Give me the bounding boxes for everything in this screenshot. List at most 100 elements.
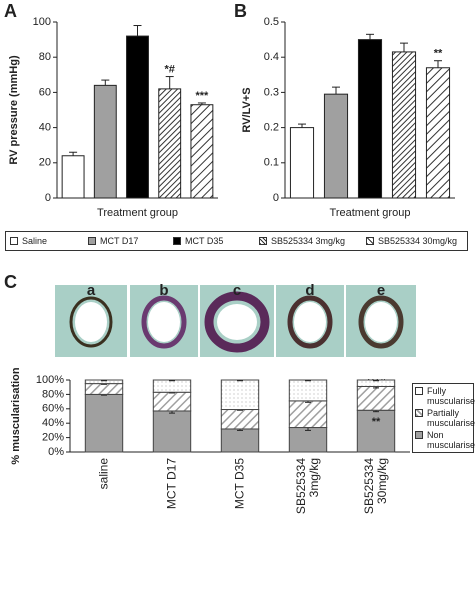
bar — [61, 155, 85, 199]
image-label: c — [233, 282, 241, 299]
y-tick-label: 80% — [42, 388, 64, 400]
legend-swatch — [173, 237, 181, 245]
y-axis-title: RV pressure (mmHg) — [8, 55, 20, 165]
legend-label: MCT D35 — [185, 236, 224, 246]
x-tick-label: MCT D35 — [232, 458, 247, 510]
legend-item: SB525334 30mg/kg — [366, 236, 457, 246]
y-tick-label: 0% — [48, 446, 64, 458]
legend-label: Fully muscularised — [427, 386, 475, 406]
vessel-wall — [141, 295, 187, 349]
legend-swatch — [259, 237, 267, 245]
bar-segment — [220, 409, 260, 430]
legend-label: Saline — [22, 236, 48, 246]
bar-segment — [288, 379, 328, 402]
legend — [412, 383, 474, 453]
vessel-wall — [358, 295, 404, 349]
significance: *# — [164, 63, 174, 75]
y-axis-title: % muscularisation — [10, 367, 22, 464]
legend-item: MCT D35 — [173, 236, 223, 246]
y-tick-label: 100 — [33, 16, 51, 28]
y-tick-label: 0.4 — [264, 51, 279, 63]
bar — [289, 127, 315, 199]
significance: ** — [434, 48, 443, 60]
bar — [425, 67, 451, 199]
y-tick-label: 60 — [39, 86, 51, 98]
y-tick-label: 40 — [39, 122, 51, 134]
y-tick-label: 0 — [273, 192, 279, 204]
bar — [323, 93, 349, 199]
y-tick-label: 80 — [39, 51, 51, 63]
bar-segment — [220, 428, 260, 453]
y-axis-title: RV/LV+S — [241, 87, 253, 132]
y-tick-label: 20% — [42, 432, 64, 444]
bar-segment — [152, 379, 192, 393]
legend-label: Non muscularised — [427, 430, 475, 450]
vessel-wall — [287, 295, 333, 349]
legend-item: SB525334 3mg/kg — [259, 236, 345, 246]
y-tick-label: 100% — [36, 374, 64, 386]
image-label: a — [87, 282, 96, 299]
y-tick-label: 60% — [42, 403, 64, 415]
bar — [158, 88, 182, 199]
legend-swatch — [415, 409, 423, 417]
panel-label: A — [4, 1, 17, 21]
legend-label: SB525334 3mg/kg — [271, 236, 346, 246]
bar-segment — [288, 400, 328, 429]
significance: ** — [372, 416, 381, 428]
legend-item: Non muscularised — [415, 430, 475, 450]
legend-item: Partially muscularised — [415, 408, 475, 428]
vessel-wall — [69, 296, 113, 348]
legend-swatch — [415, 431, 423, 439]
legend — [5, 231, 468, 251]
legend-label: SB525334 30mg/kg — [378, 236, 458, 246]
x-axis-title: Treatment group — [330, 207, 411, 219]
y-tick-label: 40% — [42, 417, 64, 429]
y-tick-label: 0.1 — [264, 157, 279, 169]
x-axis-title: Treatment group — [97, 207, 178, 219]
bar-segment — [356, 385, 396, 411]
vessel-lumen — [75, 302, 107, 342]
bar-segment — [84, 393, 124, 453]
legend-label: Partially muscularised — [427, 408, 475, 428]
significance: *** — [195, 90, 209, 102]
image-label: b — [159, 282, 168, 299]
legend-item: Fully muscularised — [415, 386, 475, 406]
x-tick-label: SB525334 30mg/kg — [362, 458, 389, 515]
bar-segment — [152, 391, 192, 412]
image-label: d — [305, 282, 314, 299]
panel-label: B — [234, 1, 247, 21]
image-strip: a b c d e — [55, 282, 416, 357]
y-tick-label: 0.3 — [264, 86, 279, 98]
x-tick-label: SB525334 3mg/kg — [294, 458, 321, 515]
bar-segment — [152, 410, 192, 453]
vessel-lumen — [365, 302, 397, 342]
legend-swatch — [10, 237, 18, 245]
image-label: e — [377, 282, 385, 299]
panel-label: C — [4, 272, 17, 292]
bar-segment — [84, 383, 124, 395]
vessel-lumen — [148, 302, 180, 342]
bar — [93, 84, 117, 199]
y-tick-label: 0 — [45, 192, 51, 204]
bar — [126, 35, 149, 199]
y-tick-label: 0.2 — [264, 122, 279, 134]
bar — [190, 104, 214, 199]
bar — [357, 39, 383, 199]
x-tick-label: saline — [96, 458, 111, 490]
legend-swatch — [366, 237, 374, 245]
vessel-wall — [204, 291, 270, 353]
vessel-lumen — [217, 304, 257, 340]
legend-swatch — [88, 237, 96, 245]
legend-item: MCT D17 — [88, 236, 138, 246]
bar-segment — [288, 427, 328, 453]
vessel-lumen — [294, 302, 326, 342]
legend-label: MCT D17 — [100, 236, 139, 246]
y-tick-label: 0.5 — [264, 16, 279, 28]
bar-segment — [356, 409, 396, 453]
y-tick-label: 20 — [39, 157, 51, 169]
legend-swatch — [415, 387, 423, 395]
bar — [391, 51, 417, 199]
x-tick-label: MCT D17 — [164, 458, 179, 510]
